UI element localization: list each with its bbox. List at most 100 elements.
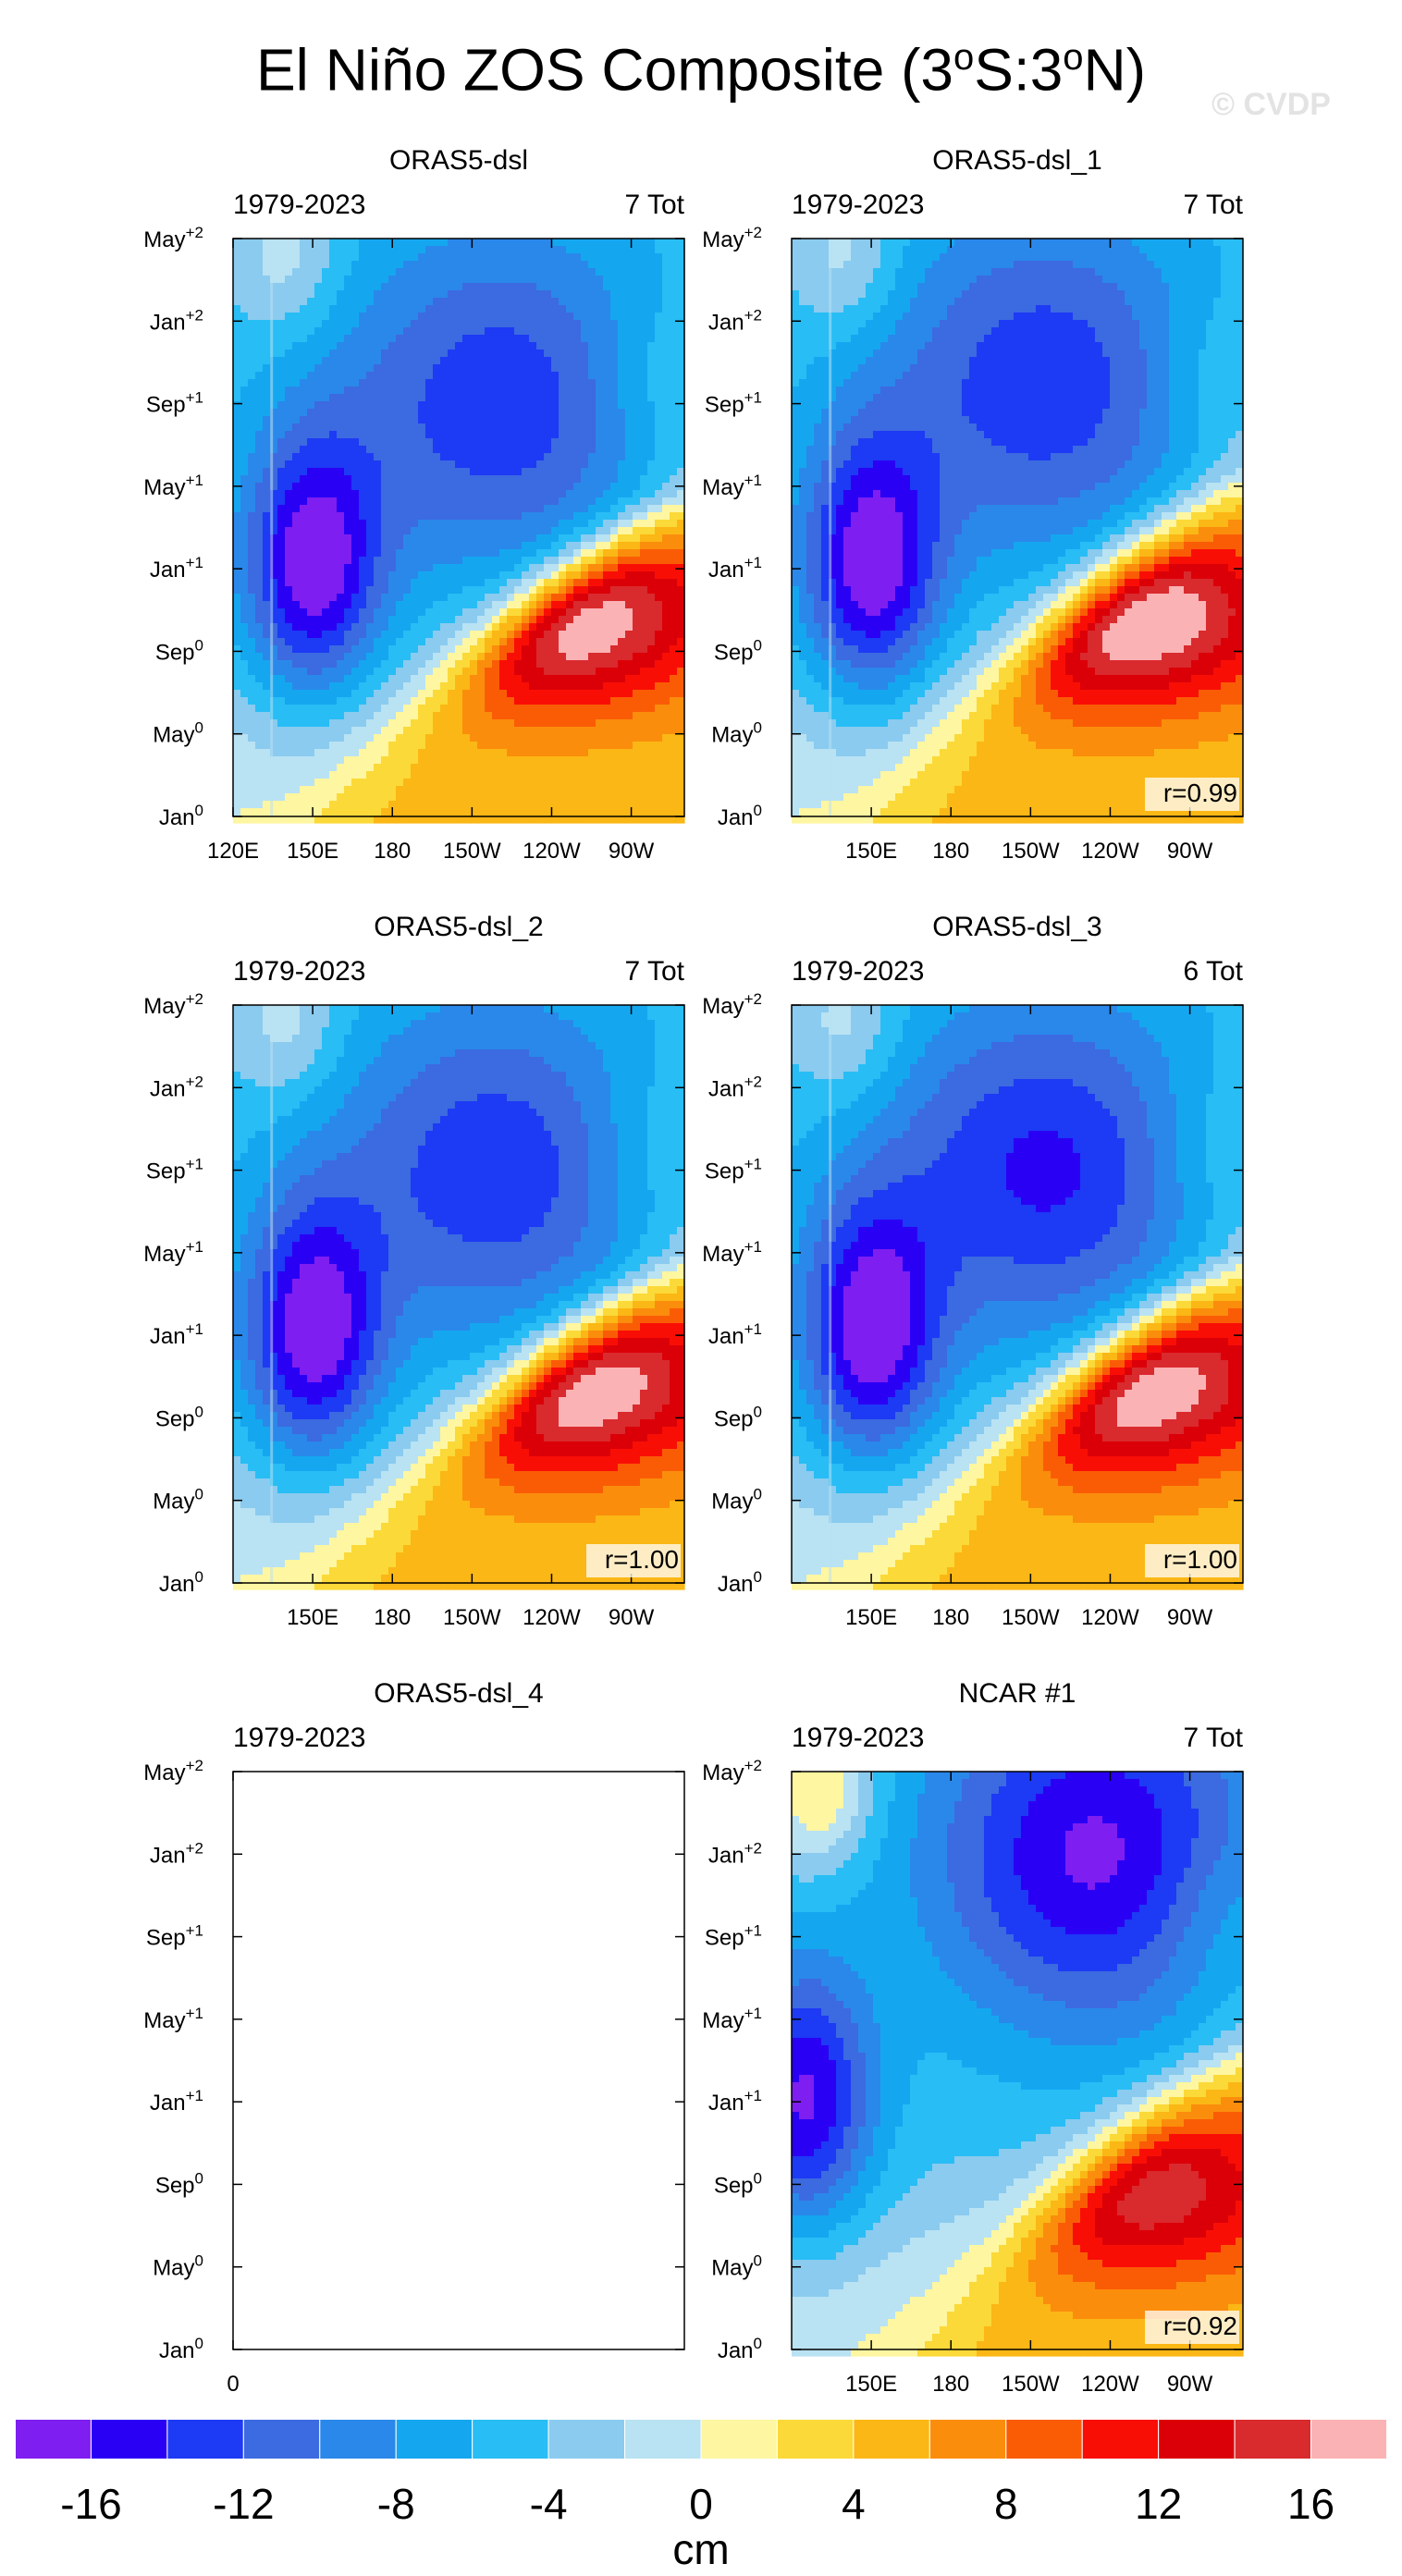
contour-cell	[559, 682, 567, 691]
contour-cell	[396, 357, 404, 365]
contour-cell	[433, 793, 441, 802]
contour-cell	[677, 586, 685, 595]
contour-cell	[559, 512, 567, 521]
contour-cell	[1043, 239, 1052, 247]
contour-cell	[433, 342, 441, 350]
contour-cell	[522, 742, 530, 750]
contour-cell	[588, 608, 596, 617]
panel-count: 7 Tot	[625, 190, 685, 220]
contour-cell	[314, 594, 323, 602]
contour-cell	[292, 727, 301, 735]
contour-cell	[529, 631, 537, 639]
contour-cell	[403, 571, 412, 580]
contour-cell	[462, 364, 471, 373]
contour-cell	[529, 808, 537, 816]
contour-cell	[492, 793, 500, 802]
contour-cell	[670, 557, 678, 565]
contour-cell	[499, 320, 508, 328]
contour-cell	[610, 564, 619, 572]
contour-cell	[233, 534, 241, 543]
contour-cell	[647, 682, 656, 691]
contour-cell	[507, 446, 515, 454]
contour-cell	[573, 490, 582, 498]
contour-cell	[396, 320, 404, 328]
contour-cell	[433, 690, 441, 698]
contour-cell	[433, 409, 441, 417]
contour-cell	[485, 712, 493, 720]
contour-cell	[433, 764, 441, 772]
contour-cell	[551, 653, 560, 661]
contour-cell	[411, 268, 419, 276]
contour-cell	[344, 497, 352, 506]
contour-cell	[492, 616, 500, 624]
contour-cell	[551, 253, 560, 262]
contour-cell	[263, 350, 271, 358]
contour-cell	[270, 771, 278, 779]
contour-cell	[240, 379, 249, 387]
contour-cell	[292, 675, 301, 683]
contour-cell	[396, 239, 404, 247]
contour-cell	[573, 298, 582, 306]
contour-cell	[292, 268, 301, 276]
contour-cell	[647, 298, 656, 306]
contour-cell	[418, 379, 426, 387]
contour-cell	[507, 357, 515, 365]
contour-cell	[255, 801, 264, 809]
contour-cell	[499, 446, 508, 454]
contour-cell	[425, 431, 434, 439]
contour-cell	[240, 342, 249, 350]
contour-cell	[485, 801, 493, 809]
contour-cell	[418, 779, 426, 787]
contour-cell	[388, 793, 397, 802]
contour-cell	[425, 253, 434, 262]
contour-cell	[433, 505, 441, 513]
contour-cell	[529, 749, 537, 757]
contour-cell	[625, 438, 633, 447]
contour-cell	[492, 771, 500, 779]
contour-cell	[462, 276, 471, 284]
contour-cell	[337, 660, 345, 669]
contour-cell	[544, 401, 552, 410]
contour-cell	[536, 571, 545, 580]
contour-cell	[337, 483, 345, 491]
contour-cell	[581, 801, 589, 809]
contour-cell	[662, 453, 670, 461]
contour-cell	[440, 475, 449, 484]
contour-cell	[507, 816, 515, 824]
contour-cell	[499, 705, 508, 713]
contour-cell	[396, 416, 404, 424]
contour-cell	[425, 335, 434, 343]
contour-cell	[618, 468, 626, 476]
contour-cell	[499, 808, 508, 816]
contour-cell	[433, 645, 441, 654]
contour-cell	[670, 719, 678, 728]
contour-cell	[300, 342, 308, 350]
contour-cell	[344, 438, 352, 447]
contour-cell	[455, 579, 463, 587]
contour-cell	[233, 764, 241, 772]
contour-cell	[418, 468, 426, 476]
contour-cell	[322, 268, 330, 276]
contour-cell	[403, 327, 412, 336]
contour-cell	[514, 616, 523, 624]
contour-cell	[662, 571, 670, 580]
contour-cell	[573, 350, 582, 358]
contour-cell	[662, 431, 670, 439]
contour-cell	[411, 682, 419, 691]
contour-cell	[344, 542, 352, 550]
contour-cell	[596, 594, 604, 602]
contour-cell	[322, 586, 330, 595]
contour-cell	[285, 771, 293, 779]
contour-cell	[514, 505, 523, 513]
contour-cell	[263, 727, 271, 735]
contour-cell	[799, 246, 807, 254]
contour-cell	[559, 246, 567, 254]
contour-cell	[492, 283, 500, 291]
contour-cell	[381, 431, 389, 439]
contour-cell	[366, 490, 375, 498]
contour-cell	[618, 816, 626, 824]
contour-cell	[655, 571, 663, 580]
contour-cell	[477, 261, 486, 269]
contour-cell	[448, 682, 456, 691]
